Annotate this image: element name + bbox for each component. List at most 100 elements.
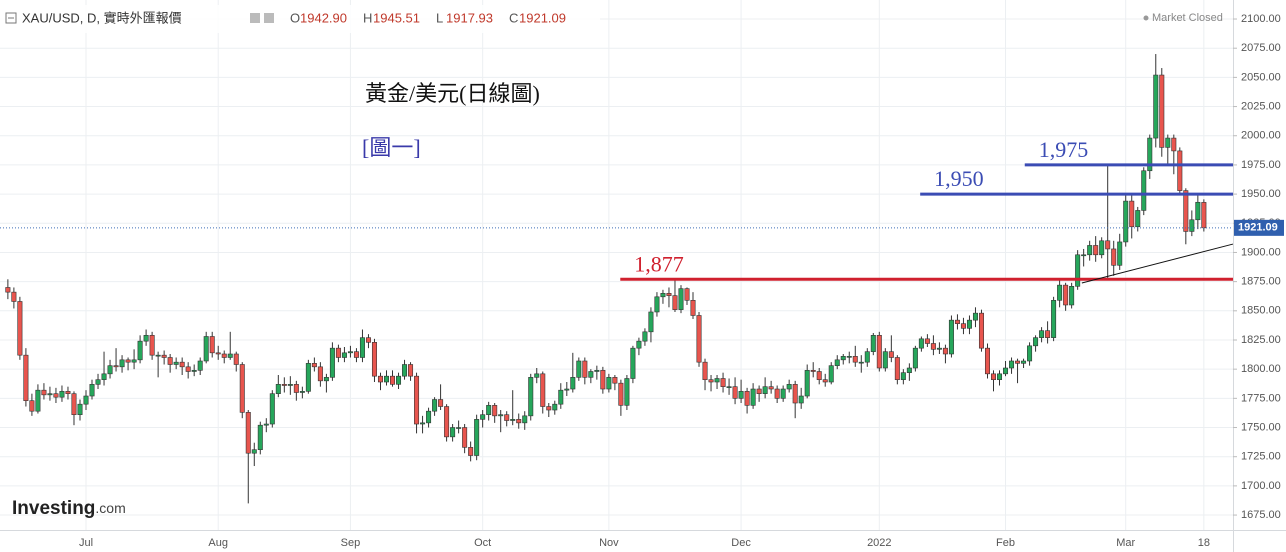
candle-body [798,395,804,404]
candle-body [984,347,990,375]
candle-body [329,347,335,378]
candle-body [630,347,636,379]
candle-body [672,295,678,310]
candle-body [516,419,522,424]
candle-body [1003,367,1009,375]
candle-body [1189,219,1195,232]
y-tick-label: 1825.00 [1241,334,1281,346]
icon[interactable] [250,13,260,23]
candle-body [1171,137,1177,152]
y-tick-label: 2075.00 [1241,42,1281,54]
candle-body [582,360,588,378]
candle-body [786,384,792,390]
x-tick-label: Feb [996,537,1015,549]
status-dot [1143,15,1149,21]
candle-body [768,386,774,390]
level-label: 1,975 [1039,137,1089,162]
candle-body [420,422,426,425]
candle-body [1093,245,1099,256]
y-tick-label: 2000.00 [1241,130,1281,142]
candle-body [359,337,365,358]
candle-body [648,311,654,333]
candle-body [1159,74,1165,148]
candle-body [1141,170,1147,211]
candle-body [1105,240,1111,250]
header-bg [0,5,600,33]
x-tick-label: Oct [474,537,491,549]
y-tick-label: 1900.00 [1241,246,1281,258]
candle-body [804,370,810,397]
candle-body [215,352,221,355]
candle-body [263,423,269,426]
y-tick-label: 1675.00 [1241,509,1281,521]
candle-body [774,388,780,399]
y-tick-label: 2025.00 [1241,100,1281,112]
candle-body [311,363,317,368]
candle-body [209,336,215,354]
candle-body [396,375,402,385]
candle-body [438,399,444,407]
candle-body [906,367,912,373]
candle-body [1123,200,1129,243]
candle-body [522,415,528,424]
grid [0,0,1233,530]
x-tick-label: Nov [599,537,619,549]
x-tick-label: Sep [341,537,361,549]
y-tick-label: 2100.00 [1241,13,1281,25]
candle-body [846,356,852,358]
candle-body [978,312,984,349]
chart-title: 黃金/美元(日線圖) [365,81,540,106]
candle-body [77,403,83,415]
candle-body [780,388,786,399]
candle-body [936,347,942,350]
candle-body [426,410,432,424]
candle-body [11,291,17,302]
candle-body [251,449,257,454]
y-tick-label: 1850.00 [1241,305,1281,317]
chart-subtitle: [圖一] [362,135,421,160]
candle-body [173,361,179,365]
collapse-icon[interactable] [5,12,17,24]
candle-body [720,378,726,387]
candle-body [239,364,245,413]
candle-body [948,319,954,355]
candle-body [281,384,287,386]
candle-body [954,319,960,324]
candle-body [1195,201,1201,221]
candle-body [450,427,456,438]
ohlc-header: O 1942.90 H 1945.51 L 1917.93 C 1921.09 [290,10,566,25]
candle-body [576,360,582,378]
candle-body [828,365,834,383]
symbol: XAU/USD, D, 實時外匯報價 [22,10,182,25]
x-tick-label: 18 [1198,537,1210,549]
candle-body [1147,137,1153,172]
candle-body [1075,254,1081,287]
candle-body [991,373,997,380]
ohlc-value: 1917.93 [446,10,493,25]
candle-body [480,414,486,420]
candle-body [167,357,173,365]
candle-body [353,351,359,358]
candle-body [125,359,131,363]
candle-body [750,388,756,406]
candle-body [155,354,161,357]
candle-body [1087,245,1093,256]
candle-body [137,340,143,361]
candle-body [540,373,546,407]
candle-body [432,399,438,412]
candle-body [666,293,672,296]
candle-body [792,384,798,404]
ohlc-value: 1942.90 [300,10,347,25]
candle-body [71,393,77,415]
y-tick-label: 1975.00 [1241,159,1281,171]
candle-body [570,377,576,390]
candle-body [510,419,516,421]
candle-body [35,389,41,412]
candle-body [1081,254,1087,257]
candle-body [660,293,666,298]
ohlc-label: L [436,10,443,25]
candle-body [402,364,408,377]
candle-body [900,372,906,380]
icon[interactable] [264,13,274,23]
candle-body [1051,300,1057,338]
